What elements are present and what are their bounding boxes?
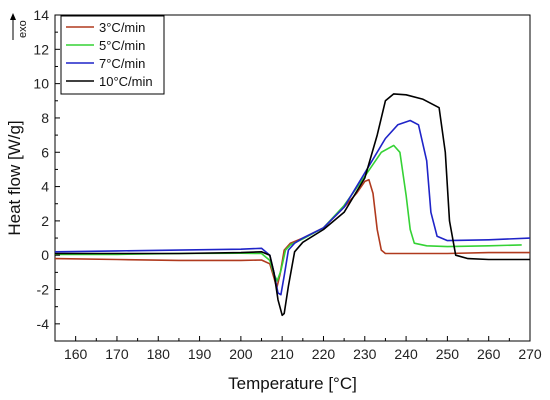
y-tick-label: 14: [33, 7, 49, 23]
x-tick-label: 260: [477, 346, 501, 362]
series-line: [55, 93, 530, 317]
x-tick-label: 180: [147, 346, 171, 362]
series-line: [55, 144, 522, 282]
x-axis: 160 170 180 190 200 210 220 230 240 250 260 270: [54, 336, 542, 362]
series-line: [54, 178, 530, 289]
x-axis-title: Temperature [°C]: [228, 374, 357, 393]
x-tick-label: 230: [353, 346, 377, 362]
exo-indicator: exo: [10, 13, 29, 40]
x-tick-label: 170: [105, 346, 129, 362]
y-tick-label: 12: [33, 41, 49, 57]
legend-label: 7°C/min: [99, 56, 145, 71]
legend: 3°C/min 5°C/min 7°C/min 10°C/min: [60, 15, 165, 95]
y-tick-label: 0: [41, 247, 49, 263]
series-line: [54, 119, 531, 296]
series-layer: [54, 93, 531, 317]
x-tick-label: 250: [436, 346, 460, 362]
plot-frame: [54, 14, 531, 342]
legend-label: 10°C/min: [99, 74, 153, 89]
x-tick-label: 210: [270, 346, 294, 362]
y-tick-label: -2: [37, 282, 50, 298]
y-tick-label: 8: [41, 110, 49, 126]
y-tick-label: -4: [37, 316, 50, 332]
plot-area: [54, 14, 531, 342]
y-axis: -4 -2 0 2 4 6 8 10 12 14: [33, 7, 60, 342]
y-tick-label: 10: [33, 76, 49, 92]
x-tick-label: 270: [518, 346, 542, 362]
x-tick-label: 220: [312, 346, 336, 362]
exo-label: exo: [17, 20, 29, 38]
y-tick-label: 4: [41, 179, 49, 195]
y-tick-label: 6: [41, 144, 49, 160]
x-tick-label: 190: [188, 346, 212, 362]
y-tick-label: 2: [41, 213, 49, 229]
x-tick-label: 200: [229, 346, 253, 362]
exo-arrowhead-icon: [10, 13, 16, 20]
legend-label: 5°C/min: [99, 38, 145, 53]
x-tick-label: 160: [64, 346, 88, 362]
legend-label: 3°C/min: [99, 20, 145, 35]
y-axis-title: Heat flow [W/g]: [5, 120, 24, 235]
x-tick-label: 240: [394, 346, 418, 362]
